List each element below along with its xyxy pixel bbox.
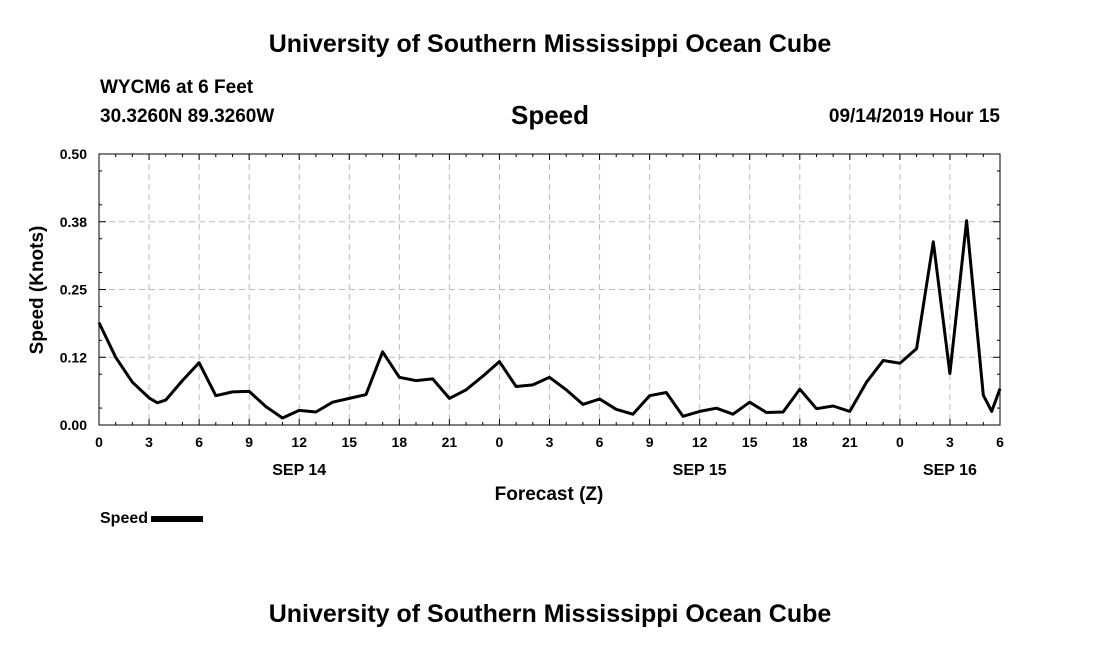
y-tick-label: 0.50 — [60, 146, 87, 162]
y-axis-label: Speed (Knots) — [27, 226, 48, 355]
x-tick-label: 21 — [842, 434, 858, 450]
x-tick-label: 18 — [392, 434, 408, 450]
x-tick-label: 6 — [596, 434, 604, 450]
series-layer — [97, 219, 1002, 420]
x-tick-label: 9 — [646, 434, 654, 450]
x-tick-label: 0 — [496, 434, 504, 450]
x-tick-label: 6 — [195, 434, 203, 450]
y-tick-label: 0.38 — [60, 214, 87, 230]
legend-swatch — [151, 516, 204, 522]
y-tick-label: 0.12 — [60, 349, 87, 365]
x-tick-label: 12 — [291, 434, 307, 450]
x-axis-label: Forecast (Z) — [495, 484, 604, 505]
x-tick-label: 15 — [742, 434, 758, 450]
x-tick-label: 3 — [145, 434, 153, 450]
grid-lines — [99, 154, 1000, 425]
x-tick-label: 0 — [95, 434, 103, 450]
x-tick-label: 3 — [546, 434, 554, 450]
legend: Speed — [100, 510, 204, 528]
chart-title-top: University of Southern Mississippi Ocean… — [268, 30, 832, 58]
x-tick-label: 6 — [996, 434, 1004, 450]
x-tick-label: 12 — [692, 434, 708, 450]
speed-series-line — [97, 219, 1002, 420]
x-tick-label: 3 — [946, 434, 954, 450]
legend-label: Speed — [100, 510, 149, 527]
coordinates-label: 30.3260N 89.3260W — [100, 106, 275, 127]
x-tick-label: 18 — [792, 434, 808, 450]
x-tick-label: 9 — [245, 434, 253, 450]
variable-title: Speed — [510, 100, 590, 130]
date-label: SEP 15 — [673, 462, 727, 479]
axes: 0 3 6 9 12 15 18 21 0 3 6 9 12 15 18 21 0 3 6 0.00 0.12 0.25 0… — [60, 146, 1004, 479]
y-tick-label: 0.25 — [60, 282, 87, 298]
chart-title-bottom: University of Southern Mississippi Ocean… — [268, 600, 832, 628]
date-label: SEP 16 — [923, 462, 977, 479]
station-label: WYCM6 at 6 Feet — [100, 77, 254, 98]
x-tick-label: 0 — [896, 434, 904, 450]
x-tick-label: 15 — [341, 434, 357, 450]
y-tick-label: 0.00 — [60, 417, 87, 433]
forecast-datetime: 09/14/2019 Hour 15 — [828, 106, 1000, 127]
x-tick-label: 21 — [442, 434, 458, 450]
date-label: SEP 14 — [272, 462, 326, 479]
